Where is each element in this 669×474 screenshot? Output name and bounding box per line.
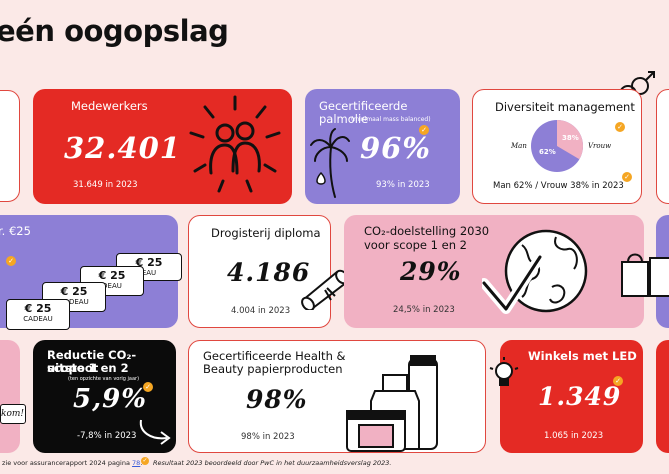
papier-label-1: Gecertificeerde Health & (203, 349, 346, 363)
check-badge-icon: ✓ (419, 125, 429, 135)
pie-label-man: Man (511, 142, 527, 150)
welkom-sign: kom! (0, 404, 26, 424)
card-welkom (0, 340, 20, 453)
check-badge-icon: ✓ (622, 172, 632, 182)
card-medewerkers: Medewerkers 32.401 31.649 in 2023 (33, 89, 292, 204)
palmolie-sub: 93% in 2023 (376, 180, 430, 190)
voucher-1: € 25 CADEAU (6, 299, 70, 330)
pie-chart-icon (531, 120, 583, 172)
card-co2-doel: CO₂-doelstelling 2030 voor scope 1 en 2 … (344, 215, 644, 328)
papier-label-2: Beauty papierproducten (203, 362, 343, 376)
card-diversiteit: Diversiteit management ✓ Man Vrouw 62% 3… (472, 89, 642, 204)
card-right-cropped-3 (656, 340, 669, 453)
reductie-sub: -7,8% in 2023 (77, 431, 137, 441)
papier-sub: 98% in 2023 (241, 432, 295, 442)
check-badge-icon: ✓ (143, 382, 153, 392)
papier-value: 98% (246, 385, 308, 414)
led-value: 1.349 (538, 382, 622, 411)
check-badge-icon: ✓ (6, 256, 16, 266)
globe-check-icon (482, 229, 588, 314)
cosmetics-bottles-icon (346, 355, 438, 452)
reductie-label-2: scope 1 en 2 (47, 361, 129, 375)
palmolie-label: Gecertificeerde palmolie (319, 99, 408, 126)
check-badge-icon: ✓ (615, 122, 625, 132)
reductie-label-1: Reductie CO₂-uitstoot (47, 348, 137, 375)
check-badge-icon: ✓ (613, 376, 623, 386)
card-reductie: Reductie CO₂-uitstoot scope 1 en 2 (ten … (33, 340, 176, 453)
pie-label-vrouw: Vrouw (588, 142, 612, 150)
lightbulb-icon (489, 357, 519, 386)
palmolie-note: (minimaal mass balanced) (351, 116, 431, 123)
palmolie-value: 96% (360, 131, 431, 165)
diversiteit-sub: Man 62% / Vrouw 38% in 2023 (493, 181, 624, 191)
led-sub: 1.065 in 2023 (544, 431, 604, 441)
pie-value-man: 62% (539, 148, 556, 156)
co2-doel-label-1: CO₂-doelstelling 2030 (364, 224, 490, 238)
card-left-cropped (0, 90, 20, 202)
diversiteit-label: Diversiteit management (495, 100, 635, 114)
pie-value-vrouw: 38% (562, 134, 579, 142)
reductie-note: (ten opzichte van vorig jaar) (68, 376, 140, 382)
check-badge-icon: ✓ (141, 457, 149, 465)
footer-page-link[interactable]: 78 (132, 459, 141, 467)
footer-right: Resultaat 2023 beoordeeld door PwC in he… (153, 459, 392, 467)
shopping-bag-icon (621, 253, 669, 297)
card-papier: Gecertificeerde Health & Beauty papierpr… (188, 340, 486, 453)
page-title: eén oogopslag (0, 14, 229, 48)
medewerkers-sub: 31.649 in 2023 (73, 180, 138, 190)
footer-left: zie voor assurancerapport 2024 pagina 78… (2, 459, 142, 467)
medewerkers-label: Medewerkers (71, 99, 148, 113)
led-label: Winkels met LED (528, 349, 637, 363)
cadeau-label: r. €25 (0, 224, 31, 238)
card-led: Winkels met LED 1.349 ✓ 1.065 in 2023 (500, 340, 643, 453)
palm-tree-icon (310, 128, 350, 198)
people-icon (189, 95, 281, 193)
card-palmolie: Gecertificeerde palmolie (minimaal mass … (305, 89, 460, 204)
drogisterij-label: Drogisterij diploma (211, 226, 321, 240)
co2-doel-sub: 24,5% in 2023 (393, 305, 455, 315)
co2-doel-value: 29% (400, 257, 462, 286)
drogisterij-value: 4.186 (227, 258, 311, 287)
drogisterij-sub: 4.004 in 2023 (231, 306, 291, 316)
card-drogisterij: Drogisterij diploma 4.186 4.004 in 2023 (188, 215, 331, 328)
voucher-3: € 25 DEAU (80, 266, 144, 296)
reductie-value: 5,9% (73, 384, 147, 414)
co2-doel-label-2: voor scope 1 en 2 (364, 238, 467, 252)
arrow-icon (139, 419, 171, 445)
medewerkers-value: 32.401 (64, 131, 181, 165)
card-right-cropped (656, 89, 669, 204)
